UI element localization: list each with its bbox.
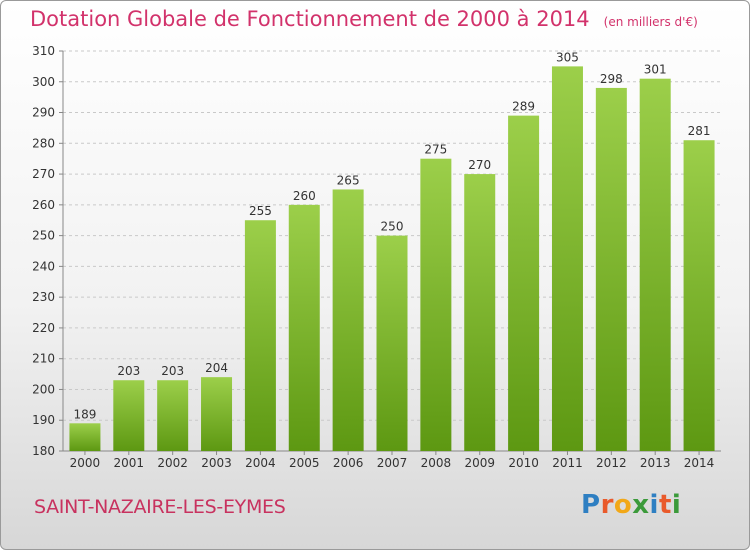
x-tick-label-2002: 2002 <box>157 456 188 470</box>
proxiti-logo: Proxiti <box>581 490 682 520</box>
value-label-2003: 204 <box>205 361 228 375</box>
x-tick-label-2010: 2010 <box>508 456 539 470</box>
x-tick-label-2000: 2000 <box>70 456 101 470</box>
x-tick-label-2005: 2005 <box>289 456 320 470</box>
value-label-2011: 305 <box>556 50 579 64</box>
x-tick-label-2006: 2006 <box>333 456 364 470</box>
bar-2004 <box>244 220 276 451</box>
y-tick-label: 250 <box>32 229 55 243</box>
y-tick-label: 240 <box>32 259 55 273</box>
y-tick-label: 180 <box>32 444 55 458</box>
y-tick-label: 230 <box>32 290 55 304</box>
value-label-2005: 260 <box>293 189 316 203</box>
x-tick-label-2013: 2013 <box>640 456 671 470</box>
commune-name: SAINT-NAZAIRE-LES-EYMES <box>34 496 286 518</box>
x-tick-label-2007: 2007 <box>377 456 408 470</box>
value-label-2002: 203 <box>161 364 184 378</box>
bar-2000 <box>69 423 101 451</box>
y-tick-label: 300 <box>32 75 55 89</box>
bar-2011 <box>551 66 583 451</box>
bar-2006 <box>332 189 364 451</box>
value-label-2008: 275 <box>424 143 447 157</box>
value-label-2007: 250 <box>381 220 404 234</box>
value-label-2006: 265 <box>337 173 360 187</box>
y-tick-label: 210 <box>32 352 55 366</box>
value-label-2014: 281 <box>688 124 711 138</box>
chart-title: Dotation Globale de Fonctionnement de 20… <box>30 7 698 31</box>
value-label-2010: 289 <box>512 100 535 114</box>
y-tick-label: 310 <box>32 44 55 58</box>
y-tick-label: 200 <box>32 382 55 396</box>
unit-note: (en milliers d'€) <box>603 15 698 29</box>
x-tick-label-2012: 2012 <box>596 456 627 470</box>
x-tick-label-2004: 2004 <box>245 456 276 470</box>
bar-2014 <box>683 140 715 451</box>
value-label-2001: 203 <box>117 364 140 378</box>
bar-2003 <box>201 377 233 451</box>
value-label-2000: 189 <box>73 407 96 421</box>
y-tick-label: 260 <box>32 198 55 212</box>
value-label-2004: 255 <box>249 204 272 218</box>
bar-2010 <box>508 115 540 451</box>
x-tick-label-2003: 2003 <box>201 456 232 470</box>
y-tick-label: 290 <box>32 106 55 120</box>
bar-2013 <box>639 78 671 451</box>
y-tick-label: 190 <box>32 413 55 427</box>
value-label-2013: 301 <box>644 63 667 77</box>
x-tick-label-2001: 2001 <box>114 456 145 470</box>
x-tick-label-2008: 2008 <box>421 456 452 470</box>
y-tick-label: 280 <box>32 136 55 150</box>
x-tick-label-2009: 2009 <box>464 456 495 470</box>
bar-2005 <box>288 204 320 451</box>
x-tick-label-2011: 2011 <box>552 456 583 470</box>
bar-2001 <box>113 380 145 451</box>
chart-title-text: Dotation Globale de Fonctionnement de 20… <box>30 7 590 31</box>
y-tick-label: 220 <box>32 321 55 335</box>
value-label-2009: 270 <box>468 158 491 172</box>
bar-2012 <box>595 87 627 451</box>
value-label-2012: 298 <box>600 72 623 86</box>
bar-2002 <box>157 380 189 451</box>
bar-2008 <box>420 158 452 451</box>
bar-2007 <box>376 235 408 451</box>
bar-2009 <box>464 174 496 452</box>
x-tick-label-2014: 2014 <box>684 456 715 470</box>
y-tick-label: 270 <box>32 167 55 181</box>
